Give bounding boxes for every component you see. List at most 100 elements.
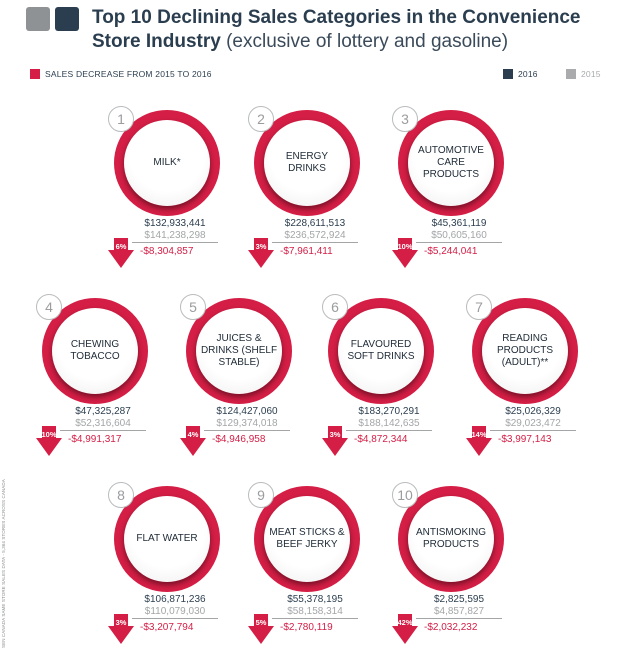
category-ring: AUTOMOTIVE CARE PRODUCTS — [398, 110, 504, 216]
sales-change: -$3,997,143 — [498, 434, 552, 445]
percent-decrease: 10% — [397, 242, 413, 251]
percent-decrease: 6% — [115, 242, 127, 251]
title-light: (exclusive of lottery and gasoline) — [226, 31, 509, 52]
rank-badge: 5 — [180, 294, 206, 320]
legend-red-swatch — [30, 69, 40, 79]
category-circle: JUICES & DRINKS (SHELF STABLE) — [196, 308, 282, 394]
sales-2016: $25,026,329 — [505, 406, 561, 417]
down-arrow-icon — [248, 238, 274, 268]
sales-2016: $183,270,291 — [358, 406, 420, 417]
rank-badge: 9 — [248, 482, 274, 508]
percent-decrease: 5% — [255, 618, 267, 627]
category-circle: MEAT STICKS & BEEF JERKY — [264, 496, 350, 582]
category-name: ENERGY DRINKS — [285, 151, 329, 174]
sales-2016: $106,871,236 — [144, 594, 206, 605]
sales-2016: $124,427,060 — [216, 406, 278, 417]
legend-2016-label: 2016 — [518, 69, 538, 79]
rank-badge: 1 — [108, 106, 134, 132]
category-circle: FLAT WATER — [124, 496, 210, 582]
logo-grey-square — [26, 7, 50, 31]
percent-decrease: 14% — [471, 430, 487, 439]
category-name: MEAT STICKS & BEEF JERKY — [269, 527, 345, 550]
down-arrow-icon — [466, 426, 492, 456]
down-arrow-icon — [108, 238, 134, 268]
category-circle: CHEWING TOBACCO — [52, 308, 138, 394]
down-arrow-icon — [392, 238, 418, 268]
category-card: CHEWING TOBACCO 4 $47,325,287 $52,316,604 10… — [36, 294, 176, 458]
sales-2015: $4,857,827 — [416, 606, 502, 619]
sales-change: -$3,207,794 — [140, 622, 194, 633]
rank-badge: 7 — [466, 294, 492, 320]
sales-2015: $58,158,314 — [272, 606, 358, 619]
category-name: CHEWING TOBACCO — [70, 339, 120, 362]
category-circle: READING PRODUCTS (ADULT)** — [482, 308, 568, 394]
rank-badge: 8 — [108, 482, 134, 508]
category-card: ENERGY DRINKS 2 $228,611,513 $236,572,924 3%… — [248, 106, 388, 270]
legend-2016-swatch — [503, 69, 513, 79]
down-arrow-icon — [36, 426, 62, 456]
rank-badge: 3 — [392, 106, 418, 132]
rank-badge: 10 — [392, 482, 418, 508]
sales-change: -$7,961,411 — [280, 246, 333, 257]
category-ring: FLAVOURED SOFT DRINKS — [328, 298, 434, 404]
legend-2015: 2015 — [566, 69, 601, 79]
category-card: FLAT WATER 8 $106,871,236 $110,079,030 3% -$3… — [108, 482, 248, 646]
sales-2015: $141,238,298 — [132, 230, 218, 243]
sales-change: -$2,780,119 — [280, 622, 333, 633]
percent-decrease: 42% — [397, 618, 413, 627]
category-circle: FLAVOURED SOFT DRINKS — [338, 308, 424, 394]
down-arrow-icon — [180, 426, 206, 456]
legend-2015-label: 2015 — [581, 69, 601, 79]
category-name: READING PRODUCTS (ADULT)** — [496, 333, 554, 368]
category-card: MILK* 1 $132,933,441 $141,238,298 6% -$8,304,… — [108, 106, 248, 270]
percent-decrease: 3% — [115, 618, 127, 627]
category-ring: MILK* — [114, 110, 220, 216]
category-ring: MEAT STICKS & BEEF JERKY — [254, 486, 360, 592]
category-card: ANTISMOKING PRODUCTS 10 $2,825,595 $4,857,8… — [392, 482, 532, 646]
sales-2016: $2,825,595 — [433, 594, 485, 605]
logo-dark-square — [55, 7, 79, 31]
category-ring: READING PRODUCTS (ADULT)** — [472, 298, 578, 404]
category-name: MILK* — [153, 157, 181, 168]
source-note: SEN CANADA SAME STORE SALES DATA - 5,364… — [1, 479, 6, 648]
category-ring: FLAT WATER — [114, 486, 220, 592]
category-card: FLAVOURED SOFT DRINKS 6 $183,270,291 $188,1… — [322, 294, 462, 458]
sales-2015: $236,572,924 — [272, 230, 358, 243]
sales-2015: $188,142,635 — [346, 418, 432, 431]
category-circle: MILK* — [124, 120, 210, 206]
category-name: ANTISMOKING PRODUCTS — [415, 527, 486, 550]
legend-decrease-label: SALES DECREASE FROM 2015 TO 2016 — [45, 69, 212, 79]
down-arrow-icon — [108, 614, 134, 644]
sales-change: -$4,872,344 — [354, 434, 408, 445]
sales-2015: $50,605,160 — [416, 230, 502, 243]
sales-change: -$4,991,317 — [68, 434, 122, 445]
category-name: JUICES & DRINKS (SHELF STABLE) — [200, 333, 278, 368]
sales-2015: $52,316,604 — [60, 418, 146, 431]
percent-decrease: 4% — [187, 430, 199, 439]
sales-2016: $132,933,441 — [144, 218, 206, 229]
legend-decrease: SALES DECREASE FROM 2015 TO 2016 — [30, 69, 212, 79]
category-circle: ENERGY DRINKS — [264, 120, 350, 206]
sales-change: -$5,244,041 — [424, 246, 478, 257]
sales-2015: $29,023,472 — [490, 418, 576, 431]
category-card: AUTOMOTIVE CARE PRODUCTS 3 $45,361,119 $50,… — [392, 106, 532, 270]
down-arrow-icon — [322, 426, 348, 456]
sales-change: -$4,946,958 — [212, 434, 266, 445]
sales-2015: $110,079,030 — [132, 606, 218, 619]
sales-2015: $129,374,018 — [204, 418, 290, 431]
sales-2016: $228,611,513 — [284, 218, 346, 229]
category-name: FLAVOURED SOFT DRINKS — [347, 339, 415, 362]
category-card: JUICES & DRINKS (SHELF STABLE) 5 $124,427,… — [180, 294, 320, 458]
sales-2016: $55,378,195 — [287, 594, 343, 605]
category-ring: ENERGY DRINKS — [254, 110, 360, 216]
percent-decrease: 10% — [41, 430, 57, 439]
down-arrow-icon — [392, 614, 418, 644]
page-title: Top 10 Declining Sales Categories in the… — [92, 6, 612, 54]
rank-badge: 2 — [248, 106, 274, 132]
percent-decrease: 3% — [255, 242, 267, 251]
legend-2015-swatch — [566, 69, 576, 79]
rank-badge: 6 — [322, 294, 348, 320]
percent-decrease: 3% — [329, 430, 341, 439]
category-ring: JUICES & DRINKS (SHELF STABLE) — [186, 298, 292, 404]
category-name: AUTOMOTIVE CARE PRODUCTS — [418, 145, 484, 180]
